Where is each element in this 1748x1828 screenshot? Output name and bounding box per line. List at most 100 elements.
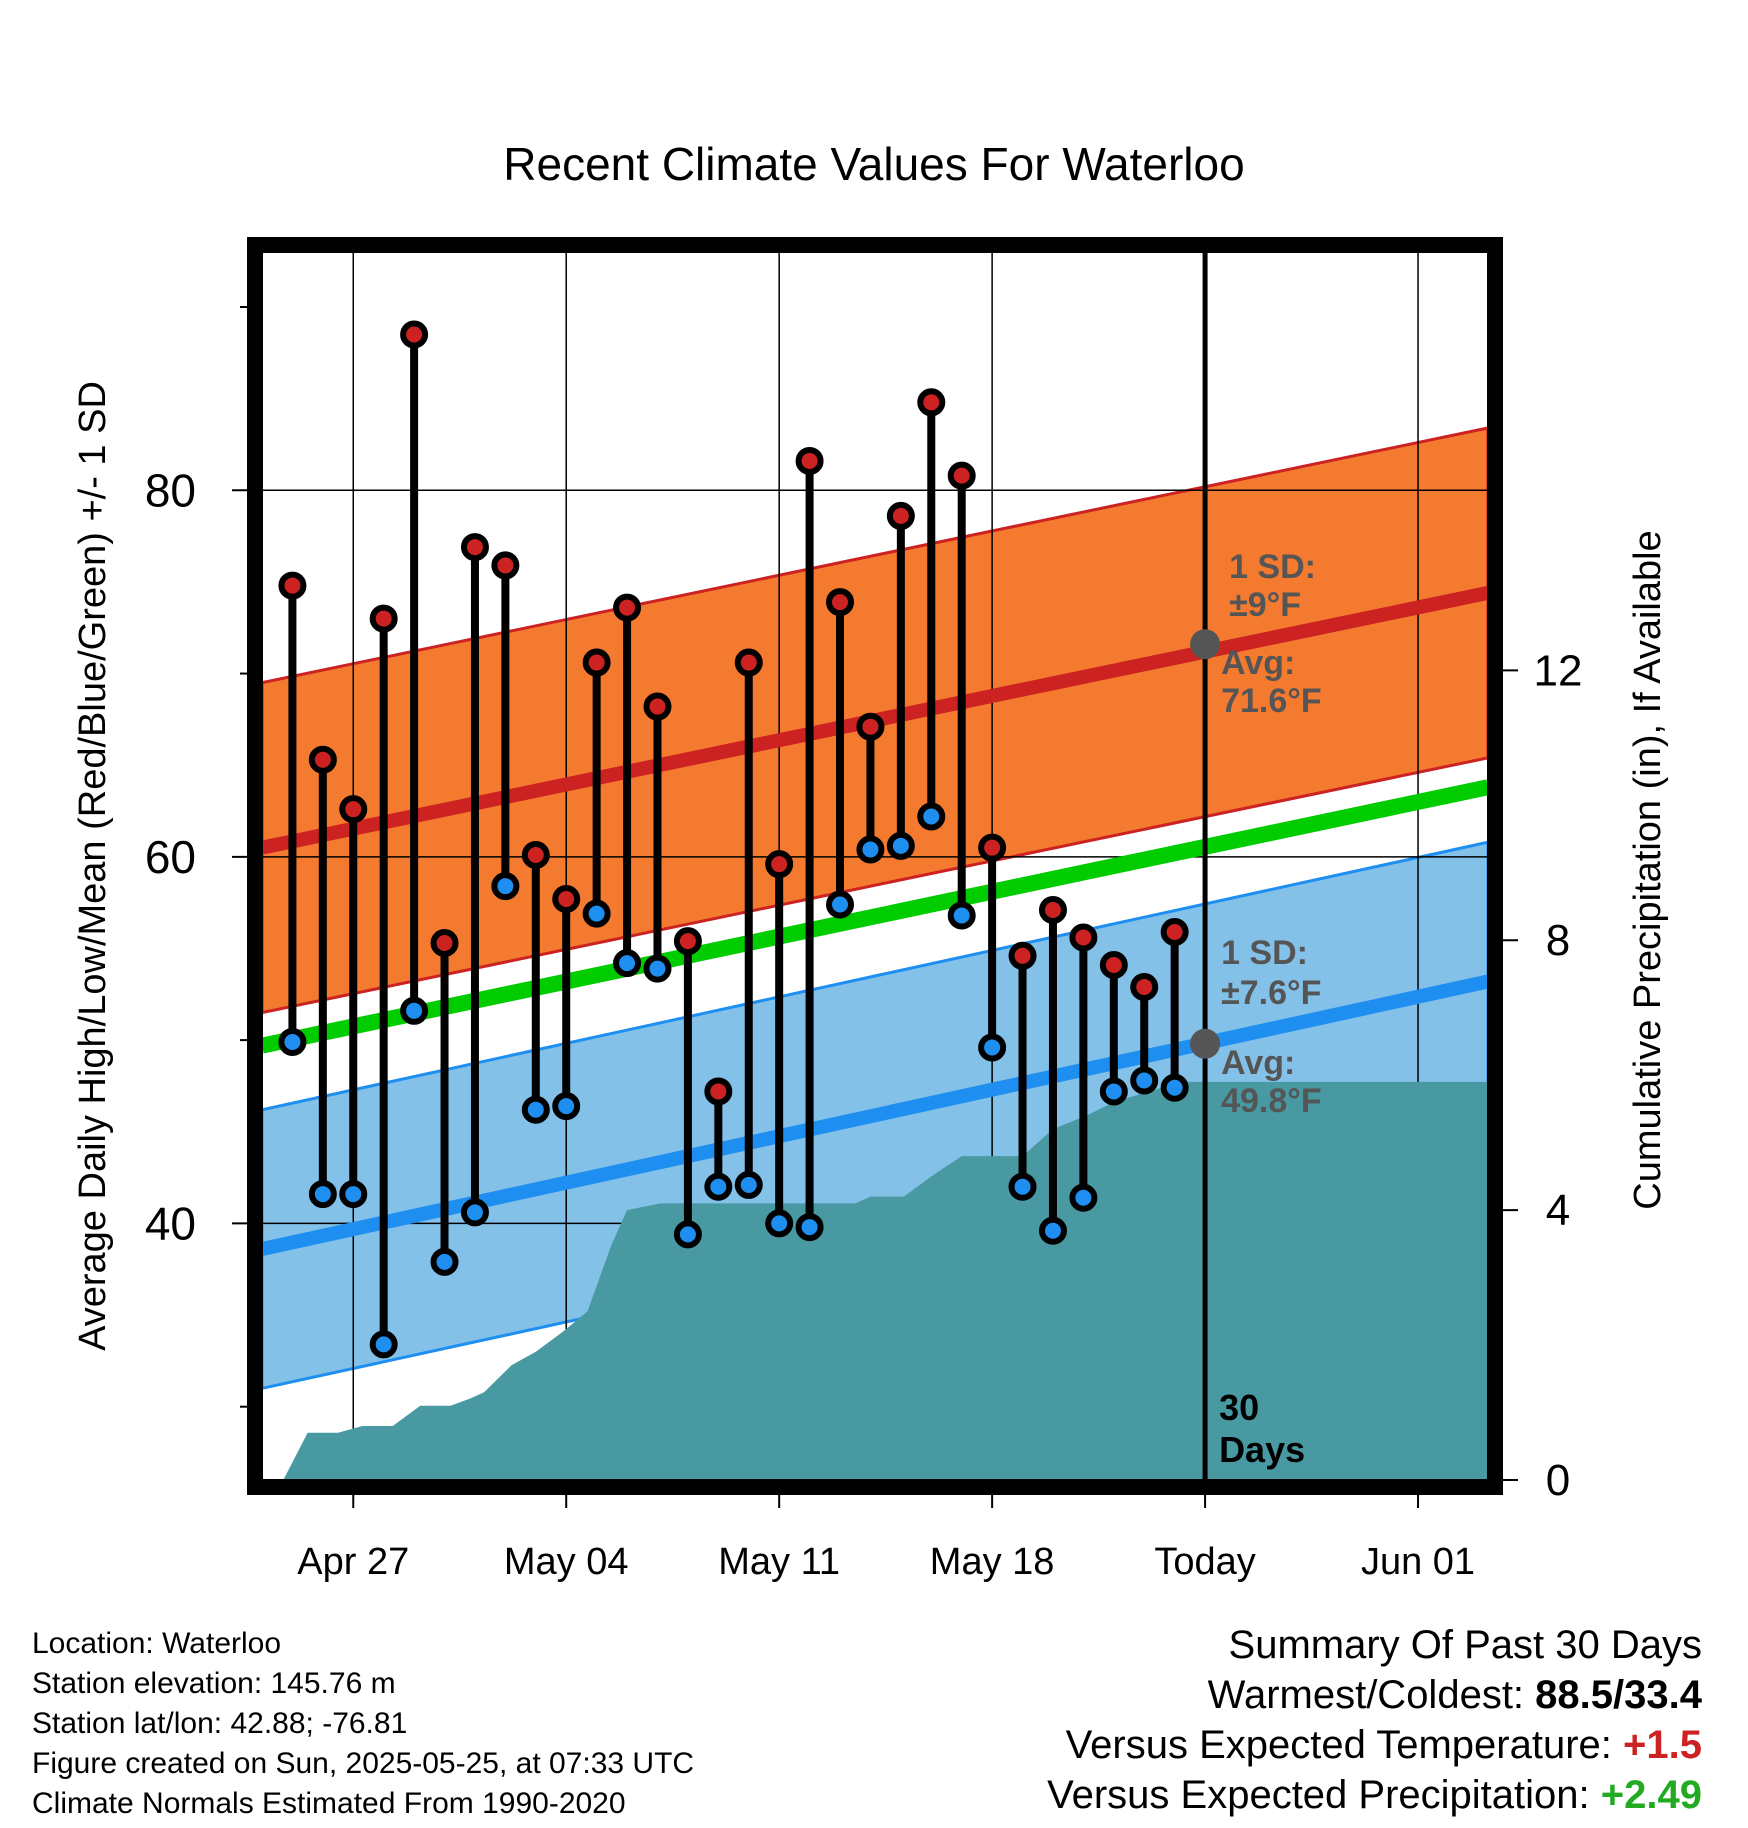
summary-precip-value: +2.49	[1600, 1773, 1702, 1817]
daily-low-marker	[582, 899, 611, 928]
y2-tick-label: 8	[1546, 916, 1570, 965]
high-avg-value: 71.6°F	[1221, 682, 1322, 720]
x-tick-label: May 18	[930, 1541, 1055, 1583]
daily-low-marker	[643, 954, 672, 983]
low-sd-value: ±7.6°F	[1221, 974, 1321, 1012]
daily-high-marker	[552, 884, 581, 913]
today-high-avg-marker	[1190, 629, 1221, 660]
daily-low-marker	[1099, 1077, 1128, 1106]
daily-high-marker	[673, 927, 702, 956]
days-label-number: 30	[1219, 1387, 1259, 1428]
daily-high-marker	[1099, 950, 1128, 979]
daily-high-marker	[339, 795, 368, 824]
daily-low-marker	[369, 1330, 398, 1359]
daily-high-marker	[826, 588, 855, 617]
daily-low-marker	[734, 1170, 763, 1199]
summary-warm-cold-label: Warmest/Coldest:	[1207, 1673, 1525, 1717]
y-axis-label: Average Daily High/Low/Mean (Red/Blue/Gr…	[72, 381, 114, 1351]
summary-precip-row: Versus Expected Precipitation: +2.49	[1047, 1770, 1702, 1820]
daily-low-marker	[1160, 1073, 1189, 1102]
y-tick-label: 40	[145, 1197, 196, 1249]
station-info: Location: Waterloo Station elevation: 14…	[32, 1624, 694, 1824]
x-axis-label: Day	[838, 1599, 909, 1600]
y-tick-label: 60	[145, 831, 196, 883]
days-label-word: Days	[1219, 1429, 1305, 1470]
x-tick-label: May 04	[504, 1541, 629, 1583]
daily-low-marker	[765, 1209, 794, 1238]
x-tick-label: Today	[1154, 1541, 1255, 1583]
daily-low-marker	[400, 996, 429, 1025]
daily-low-marker	[886, 831, 915, 860]
daily-high-marker	[886, 501, 915, 530]
summary-temp-row: Versus Expected Temperature: +1.5	[1047, 1720, 1702, 1770]
low-avg-value: 49.8°F	[1221, 1082, 1322, 1120]
daily-low-marker	[339, 1180, 368, 1209]
low-avg-label: Avg:	[1221, 1044, 1295, 1082]
daily-low-marker	[947, 901, 976, 930]
daily-high-marker	[1008, 941, 1037, 970]
summary-warm-cold-row: Warmest/Coldest: 88.5/33.4	[1047, 1670, 1702, 1720]
daily-low-marker	[430, 1247, 459, 1276]
daily-low-marker	[917, 802, 946, 831]
daily-high-marker	[460, 533, 489, 562]
daily-high-marker	[643, 692, 672, 721]
daily-high-marker	[765, 850, 794, 879]
low-sd-label: 1 SD:	[1221, 934, 1308, 972]
summary-temp-label: Versus Expected Temperature:	[1065, 1723, 1612, 1767]
daily-high-marker	[1038, 895, 1067, 924]
daily-low-marker	[826, 890, 855, 919]
chart-title: Recent Climate Values For Waterloo	[503, 138, 1244, 190]
mean-avg-line	[262, 779, 1488, 1054]
x-tick-label: Jun 01	[1361, 1541, 1475, 1583]
daily-high-marker	[917, 388, 946, 417]
daily-low-marker	[1008, 1172, 1037, 1201]
daily-low-marker	[552, 1092, 581, 1121]
daily-low-marker	[613, 949, 642, 978]
daily-high-marker	[734, 648, 763, 677]
daily-high-marker	[582, 648, 611, 677]
y2-tick-label: 0	[1546, 1456, 1570, 1505]
daily-high-marker	[613, 593, 642, 622]
daily-low-marker	[795, 1213, 824, 1242]
daily-low-marker	[856, 835, 885, 864]
high-sd-value: ±9°F	[1229, 586, 1301, 624]
summary-temp-value: +1.5	[1623, 1723, 1702, 1767]
info-created: Figure created on Sun, 2025-05-25, at 07…	[32, 1747, 695, 1780]
daily-low-marker	[673, 1220, 702, 1249]
summary-heading: Summary Of Past 30 Days	[1228, 1623, 1702, 1667]
daily-low-marker	[308, 1180, 337, 1209]
summary-precip-label: Versus Expected Precipitation:	[1047, 1773, 1590, 1817]
x-tick-label: May 11	[718, 1541, 840, 1583]
daily-high-marker	[856, 712, 885, 741]
daily-high-marker	[795, 446, 824, 475]
info-elevation: Station elevation: 145.76 m	[32, 1667, 396, 1700]
info-normals: Climate Normals Estimated From 1990-2020	[32, 1787, 626, 1820]
x-tick-label: Apr 27	[297, 1541, 409, 1583]
y-tick-label: 80	[145, 464, 196, 516]
daily-high-marker	[308, 745, 337, 774]
daily-high-marker	[1130, 972, 1159, 1001]
daily-low-marker	[460, 1198, 489, 1227]
precip-area	[283, 1081, 1488, 1480]
high-avg-label: Avg:	[1221, 644, 1295, 682]
daily-low-marker	[278, 1027, 307, 1056]
daily-high-marker	[400, 320, 429, 349]
daily-high-marker	[1069, 923, 1098, 952]
y2-axis-label: Cumulative Precipitation (in), If Availa…	[1627, 530, 1669, 1209]
daily-high-marker	[369, 604, 398, 633]
summary-panel: Summary Of Past 30 Days Warmest/Coldest:…	[1047, 1620, 1702, 1820]
daily-high-marker	[947, 461, 976, 490]
today-low-avg-marker	[1190, 1028, 1221, 1059]
daily-high-marker	[430, 928, 459, 957]
high-sd-label: 1 SD:	[1229, 548, 1316, 586]
daily-low-marker	[704, 1172, 733, 1201]
daily-high-marker	[704, 1077, 733, 1106]
daily-low-marker	[1069, 1183, 1098, 1212]
plot-frame	[247, 237, 1503, 1495]
daily-high-marker	[521, 841, 550, 870]
y2-tick-label: 4	[1546, 1186, 1570, 1235]
daily-low-marker	[521, 1095, 550, 1124]
daily-low-marker	[978, 1033, 1007, 1062]
daily-high-marker	[1160, 917, 1189, 946]
